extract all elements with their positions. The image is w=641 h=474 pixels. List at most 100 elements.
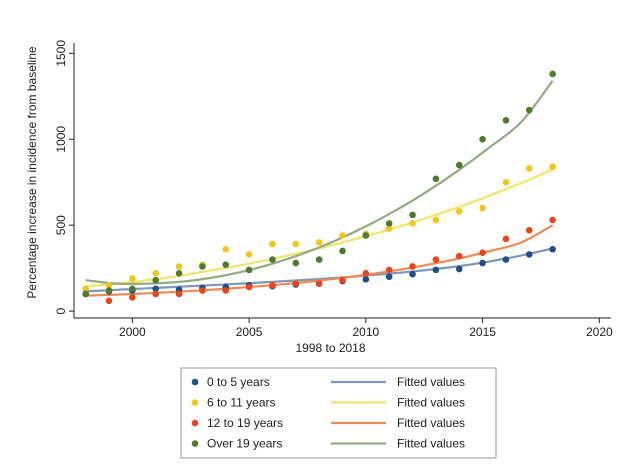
point-s1-2005 bbox=[245, 251, 253, 258]
point-s3-2017 bbox=[525, 106, 533, 114]
legend-fit-label-0: Fitted values bbox=[397, 375, 465, 389]
legend: 0 to 5 years Fitted values 6 to 11 years Fi… bbox=[180, 367, 497, 459]
point-s3-2018 bbox=[549, 70, 556, 78]
point-s2-1999 bbox=[105, 297, 113, 305]
x-tick-label-2010: 2010 bbox=[352, 325, 379, 339]
legend-label-3: Over 19 years bbox=[207, 437, 282, 451]
point-s0-2015 bbox=[479, 259, 486, 267]
point-s3-2005 bbox=[245, 266, 253, 274]
point-s2-2008 bbox=[315, 280, 323, 287]
point-s2-2009 bbox=[339, 276, 346, 284]
point-s1-2018 bbox=[549, 163, 556, 171]
point-s2-2014 bbox=[455, 252, 463, 260]
point-s3-2000 bbox=[129, 285, 136, 293]
y-axis-title: Percentage increase in incidence from ba… bbox=[25, 46, 39, 298]
y-tick-label-500: 500 bbox=[54, 215, 68, 235]
x-tick-label-2005: 2005 bbox=[236, 325, 263, 339]
point-s2-2007 bbox=[292, 280, 300, 287]
point-s1-2017 bbox=[525, 165, 533, 172]
point-s2-2012 bbox=[409, 263, 416, 270]
legend-fit-label-1: Fitted values bbox=[397, 396, 465, 410]
point-s2-2017 bbox=[525, 227, 533, 234]
x-axis-title: 1998 to 2018 bbox=[295, 341, 365, 355]
legend-label-2: 12 to 19 years bbox=[207, 416, 283, 430]
fitted-line-1 bbox=[85, 168, 554, 288]
point-s1-2001 bbox=[152, 270, 160, 277]
point-s3-2007 bbox=[292, 259, 300, 267]
point-s2-2013 bbox=[432, 256, 440, 263]
point-s0-2011 bbox=[385, 273, 393, 281]
axes: 2000 2005 2010 2015 2020 0 500 1000 1500 bbox=[54, 40, 613, 339]
point-s2-2006 bbox=[269, 282, 276, 289]
point-s2-2016 bbox=[502, 235, 510, 243]
point-s3-2009 bbox=[339, 247, 346, 255]
point-s2-2018 bbox=[549, 216, 556, 224]
x-tick-label-2020: 2020 bbox=[586, 325, 613, 339]
point-s3-1998 bbox=[82, 290, 89, 298]
point-s2-2003 bbox=[199, 287, 206, 294]
point-s2-2015 bbox=[479, 249, 486, 256]
fitted-line-0 bbox=[85, 247, 553, 293]
scatter-points bbox=[82, 70, 556, 305]
point-s0-2016 bbox=[502, 256, 510, 263]
legend-marker-3 bbox=[191, 440, 199, 447]
point-s1-2006 bbox=[269, 240, 276, 248]
point-s1-2014 bbox=[455, 208, 463, 215]
point-s2-2000 bbox=[129, 294, 136, 301]
point-s3-2016 bbox=[502, 117, 510, 124]
point-s1-2011 bbox=[385, 225, 393, 232]
point-s2-2005 bbox=[245, 283, 253, 291]
point-s1-2004 bbox=[222, 245, 230, 253]
point-s2-2011 bbox=[385, 266, 393, 274]
y-tick-label-1000: 1000 bbox=[54, 126, 68, 153]
point-s3-2014 bbox=[455, 161, 463, 169]
legend-fit-label-3: Fitted values bbox=[397, 437, 465, 451]
point-s3-2001 bbox=[152, 276, 160, 284]
legend-fit-label-2: Fitted values bbox=[397, 416, 465, 430]
point-s3-1999 bbox=[105, 287, 113, 294]
point-s0-2018 bbox=[549, 245, 556, 253]
point-s1-2013 bbox=[432, 216, 440, 224]
point-s2-2004 bbox=[222, 287, 230, 294]
point-s0-2001 bbox=[152, 285, 160, 293]
point-s3-2013 bbox=[432, 175, 440, 183]
y-tick-label-0: 0 bbox=[54, 307, 68, 314]
point-s1-2015 bbox=[479, 204, 486, 212]
point-s1-2012 bbox=[409, 220, 416, 227]
legend-label-1: 6 to 11 years bbox=[207, 396, 275, 410]
fitted-line-3 bbox=[85, 80, 554, 286]
point-s3-2002 bbox=[175, 270, 183, 277]
point-s3-2006 bbox=[269, 256, 276, 263]
point-s1-2007 bbox=[292, 240, 300, 248]
legend-marker-1 bbox=[191, 399, 199, 406]
point-s0-2012 bbox=[409, 270, 416, 278]
point-s3-2003 bbox=[199, 263, 206, 270]
legend-label-0: 0 to 5 years bbox=[207, 375, 270, 389]
point-s1-2000 bbox=[129, 275, 136, 282]
point-s3-2010 bbox=[362, 232, 370, 239]
point-s0-2013 bbox=[432, 266, 440, 274]
point-s1-1999 bbox=[105, 282, 113, 289]
point-s3-2015 bbox=[479, 135, 486, 143]
x-tick-label-2015: 2015 bbox=[469, 325, 496, 339]
point-s2-2001 bbox=[152, 290, 160, 298]
point-s0-2017 bbox=[525, 251, 533, 258]
point-s2-2010 bbox=[362, 270, 370, 277]
y-tick-label-1500: 1500 bbox=[54, 40, 68, 67]
point-s3-2012 bbox=[409, 211, 416, 219]
point-s1-2008 bbox=[315, 239, 323, 246]
legend-marker-0 bbox=[191, 378, 199, 386]
point-s2-2002 bbox=[175, 290, 183, 298]
point-s1-2009 bbox=[339, 232, 346, 239]
point-s0-2014 bbox=[455, 265, 463, 273]
point-s3-2004 bbox=[222, 261, 230, 269]
point-s0-2010 bbox=[362, 276, 370, 283]
point-s3-2011 bbox=[385, 220, 393, 227]
x-tick-label-2000: 2000 bbox=[119, 325, 146, 339]
point-s1-1998 bbox=[82, 285, 89, 293]
legend-marker-2 bbox=[191, 419, 199, 427]
point-s3-2008 bbox=[315, 256, 323, 263]
point-s1-2002 bbox=[175, 263, 183, 270]
point-s1-2016 bbox=[502, 178, 510, 186]
